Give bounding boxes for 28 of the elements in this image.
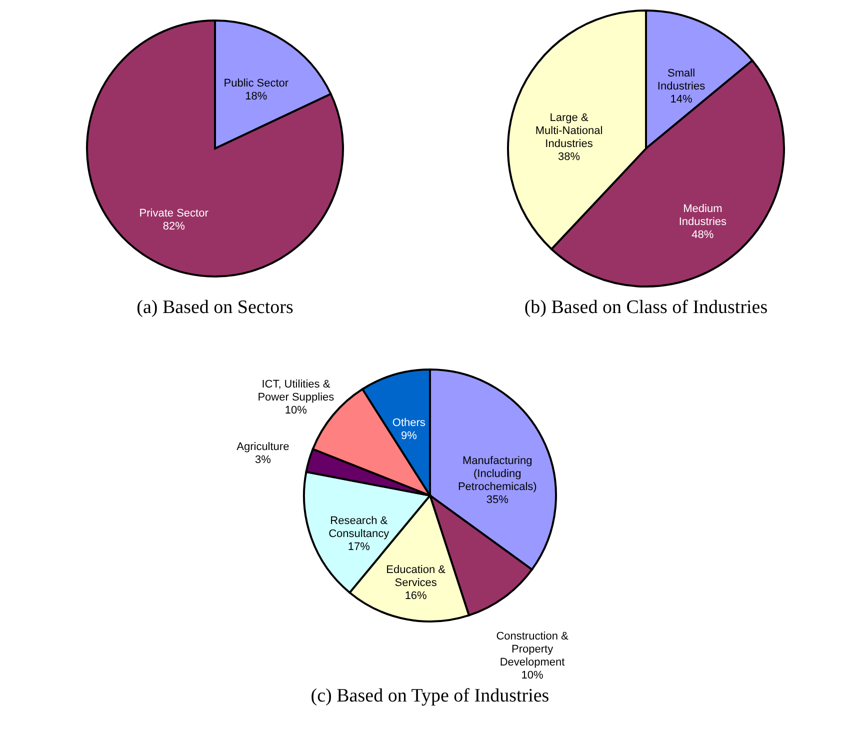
slice-label: Agriculture xyxy=(236,440,290,453)
data-label: 35% xyxy=(486,494,509,506)
data-label: 48% xyxy=(692,228,714,241)
data-label: 9% xyxy=(400,430,418,442)
data-label: 10% xyxy=(284,404,308,417)
slice-label: ICT, Utilities & Power Supplies xyxy=(258,378,335,404)
data-label: 14% xyxy=(670,94,692,106)
data-label: 38% xyxy=(558,151,580,164)
data-label: 10% xyxy=(521,669,544,682)
data-label: 3% xyxy=(254,454,272,466)
slice-label: Manufacturing (Including Petrochemicals) xyxy=(458,455,537,494)
slice-label: Others xyxy=(392,416,426,429)
slice-label: Medium Industries xyxy=(678,202,728,228)
slice-label: Construction & Property Development xyxy=(496,630,570,668)
slice-label: Private Sector xyxy=(139,207,209,220)
slice-label: Research & Consultancy xyxy=(328,515,390,540)
text: (b) Based on Class of Industries xyxy=(524,297,768,318)
slice-label: Public Sector xyxy=(224,78,289,90)
data-label: 18% xyxy=(245,90,268,103)
pie-slice xyxy=(86,20,344,278)
data-label: 82% xyxy=(162,220,186,232)
slice-label: Education & Services xyxy=(386,564,446,589)
slice-label: Small Industries xyxy=(657,68,706,93)
slice-label: Large & Multi-National Industries xyxy=(535,112,603,150)
data-label: 16% xyxy=(404,590,428,602)
text: (c) Based on Type of Industries xyxy=(310,685,550,706)
text: (a) Based on Sectors xyxy=(136,297,294,318)
data-label: 17% xyxy=(348,541,370,554)
